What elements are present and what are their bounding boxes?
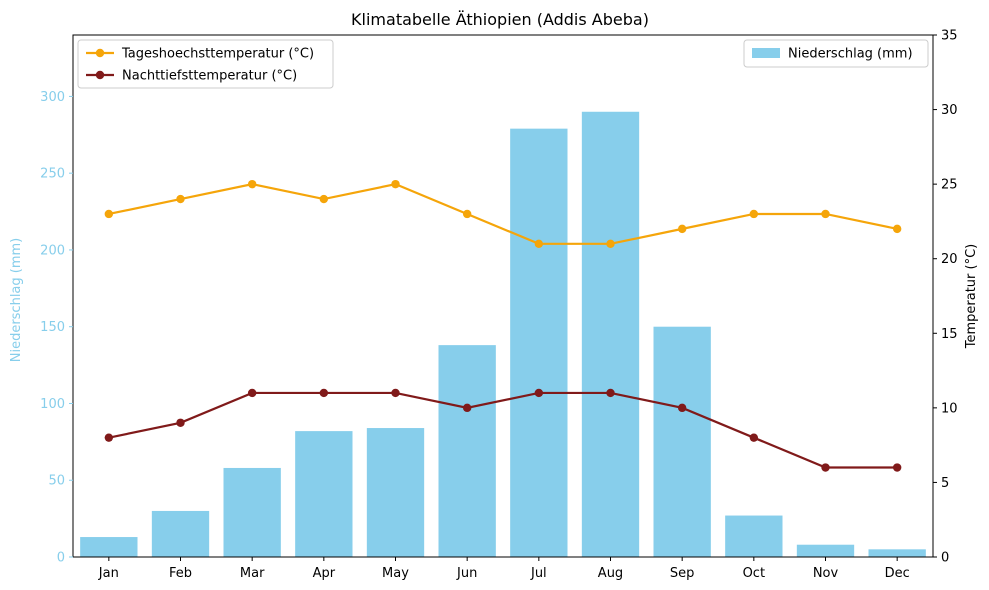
left-tick-label: 0 xyxy=(57,551,65,566)
temp-point-0-mar xyxy=(247,179,257,189)
temp-point-1-jun xyxy=(462,403,472,413)
legend-label: Nachttiefsttemperatur (°C) xyxy=(122,69,297,84)
temp-point-0-aug xyxy=(606,239,615,248)
chart-title: Klimatabelle Äthiopien (Addis Abeba) xyxy=(351,10,649,29)
precip-bar-jun xyxy=(438,345,496,557)
temp-point-1-aug xyxy=(606,388,615,398)
precip-bar-oct xyxy=(725,515,783,557)
temp-point-1-mar xyxy=(247,388,257,398)
precip-bar-jan xyxy=(80,537,138,557)
temp-point-0-feb xyxy=(176,194,185,204)
temp-point-0-may xyxy=(391,179,400,189)
legend-precipitation: Niederschlag (mm) xyxy=(743,39,929,68)
legend-label: Niederschlag (mm) xyxy=(788,47,913,62)
x-tick-label: Dec xyxy=(885,566,910,581)
x-tick-label: Jan xyxy=(98,566,119,581)
temp-point-1-nov xyxy=(821,463,830,472)
temp-point-1-dec xyxy=(892,463,902,472)
right-tick-label: 30 xyxy=(941,103,958,118)
right-tick-label: 15 xyxy=(941,327,958,342)
temp-line-1 xyxy=(108,391,898,469)
x-tick-label: Jun xyxy=(456,566,477,581)
axes: 0 50 100 150 200 250 300 0 5 10 15 20 25 30 35 Jan Feb Ma… xyxy=(40,29,957,582)
temp-point-0-jun xyxy=(462,209,472,219)
temp-point-0-sep xyxy=(677,224,687,234)
x-tick-label: Aug xyxy=(598,566,623,581)
legend-label: Tageshoechsttemperatur (°C) xyxy=(121,47,314,62)
temp-point-1-sep xyxy=(677,403,687,413)
x-tick-label: Apr xyxy=(313,566,336,581)
precip-bar-sep xyxy=(653,326,711,557)
right-tick-label: 25 xyxy=(941,178,958,193)
x-tick-label: Feb xyxy=(169,566,192,581)
precip-bar-jul xyxy=(510,128,568,557)
left-tick-label: 300 xyxy=(40,90,65,105)
temp-point-1-apr xyxy=(319,388,329,398)
temp-point-0-jan xyxy=(104,209,114,219)
precip-bar-feb xyxy=(151,510,210,557)
temp-point-0-oct xyxy=(749,209,759,219)
temp-point-1-may xyxy=(391,388,400,398)
precip-bar-dec xyxy=(868,549,926,557)
right-axis-title: Temperatur (°C) xyxy=(964,244,979,350)
temp-line-0 xyxy=(108,182,898,245)
x-tick-label: May xyxy=(382,566,409,581)
x-tick-label: Mar xyxy=(240,566,265,581)
precip-bar-nov xyxy=(796,544,855,557)
precip-bar-aug xyxy=(581,111,640,557)
left-tick-label: 150 xyxy=(40,320,65,335)
right-tick-label: 35 xyxy=(941,29,958,44)
temp-point-1-jul xyxy=(534,388,544,398)
x-tick-label: Sep xyxy=(670,566,695,581)
temp-point-0-jul xyxy=(534,239,544,248)
right-tick-label: 5 xyxy=(941,476,949,491)
x-tick-label: Oct xyxy=(743,566,765,581)
left-tick-label: 50 xyxy=(48,474,65,489)
legend-box xyxy=(77,39,334,89)
temp-point-0-dec xyxy=(892,224,902,234)
plot-frame xyxy=(72,34,934,558)
temp-point-1-feb xyxy=(176,418,185,427)
right-tick-label: 0 xyxy=(941,551,949,566)
left-axis-title: Niederschlag (mm) xyxy=(9,238,24,363)
right-tick-label: 10 xyxy=(941,401,958,416)
precip-bar-mar xyxy=(223,467,281,557)
legend-box xyxy=(743,39,929,68)
legend-marker xyxy=(95,48,105,58)
legend-marker xyxy=(95,70,105,80)
x-tick-label: Jul xyxy=(530,566,547,581)
temp-point-0-nov xyxy=(821,209,830,219)
x-tick-label: Nov xyxy=(813,566,839,581)
precip-bar-may xyxy=(366,428,425,557)
temp-point-0-apr xyxy=(319,194,329,204)
legend-bar-swatch xyxy=(752,48,780,58)
temperature-lines xyxy=(104,179,902,472)
precip-bar-apr xyxy=(295,431,353,557)
left-tick-label: 100 xyxy=(40,397,65,412)
legend-temperature: Tageshoechsttemperatur (°C) Nachttiefstte… xyxy=(77,39,334,89)
left-tick-label: 200 xyxy=(40,243,65,258)
temp-point-1-oct xyxy=(749,433,759,442)
temp-point-1-jan xyxy=(104,433,114,442)
left-tick-label: 250 xyxy=(40,167,65,182)
precipitation-bars xyxy=(80,111,926,557)
right-tick-label: 20 xyxy=(941,252,958,267)
